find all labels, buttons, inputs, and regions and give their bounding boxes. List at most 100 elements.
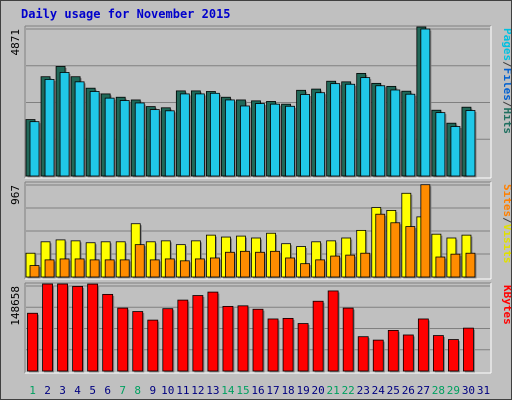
x-tick-label: 22 (342, 384, 355, 397)
bar-files-6 (104, 97, 115, 177)
bar-sites-3 (59, 258, 70, 278)
bar-sites-17 (270, 250, 280, 278)
bar-files-8 (134, 102, 145, 177)
bar-sites-11 (179, 260, 190, 278)
x-tick-label: 18 (281, 384, 294, 397)
bar-kbytes-11 (177, 299, 189, 372)
bar-sites-18 (285, 257, 295, 278)
x-tick-label: 19 (296, 384, 309, 397)
chart-title: Daily usage for November 2015 (21, 7, 231, 21)
bar-sites-27 (420, 184, 431, 278)
bar-kbytes-5 (87, 283, 99, 372)
x-tick-label: 1 (29, 384, 36, 397)
bar-files-18 (285, 105, 295, 177)
bar-files-26 (405, 93, 416, 177)
x-tick-label: 16 (251, 384, 264, 397)
x-tick-label: 30 (462, 384, 475, 397)
x-tick-label: 8 (134, 384, 141, 397)
x-tick-label: 23 (357, 384, 370, 397)
x-tick-label: 28 (432, 384, 445, 397)
bar-sites-23 (360, 252, 371, 278)
legend-entry: Sites (501, 184, 511, 217)
x-tick-label: 24 (372, 384, 386, 397)
bar-sites-24 (375, 213, 386, 278)
bar-kbytes-17 (267, 318, 279, 372)
legend: Pages/Files/Hits (501, 28, 511, 134)
panel-kbytes: 148658 KBytes (9, 282, 511, 374)
bar-kbytes-8 (132, 311, 144, 372)
panel-visits-sites: 967 Sites/Visits (9, 181, 511, 280)
bar-files-1 (29, 121, 40, 177)
bar-files-7 (119, 100, 130, 177)
bar-kbytes-7 (117, 307, 129, 372)
bar-sites-21 (330, 255, 341, 278)
bar-files-2 (44, 79, 55, 177)
bar-kbytes-25 (387, 330, 399, 372)
bar-sites-7 (119, 259, 130, 278)
bar-kbytes-19 (297, 323, 309, 372)
bar-sites-6 (104, 259, 115, 278)
legend: Sites/Visits (501, 184, 511, 264)
bar-sites-1 (29, 265, 40, 278)
bar-sites-4 (74, 258, 85, 278)
bar-files-5 (89, 91, 100, 177)
bar-kbytes-24 (372, 339, 384, 372)
bar-kbytes-16 (252, 308, 264, 372)
bar-files-24 (375, 85, 386, 177)
bar-kbytes-10 (162, 308, 174, 372)
bar-sites-15 (240, 250, 250, 278)
bar-files-3 (59, 72, 70, 177)
bar-kbytes-14 (222, 305, 234, 372)
x-tick-label: 6 (104, 384, 111, 397)
y-max-label: 967 (9, 185, 22, 205)
bar-sites-13 (210, 257, 220, 278)
bar-sites-2 (44, 259, 55, 278)
x-tick-label: 25 (387, 384, 400, 397)
bar-files-27 (420, 28, 431, 177)
x-axis: 1 2 3 4 5 6 7 8 9 10 11 12 13 14 15 16 17 18 19 20 21 22 23 24 2… (29, 384, 490, 397)
bar-kbytes-4 (72, 285, 84, 372)
bar-kbytes-21 (327, 290, 339, 372)
bar-files-17 (270, 103, 280, 177)
legend-entry: / (501, 101, 511, 108)
bar-sites-29 (450, 253, 461, 278)
bar-kbytes-20 (312, 300, 324, 372)
bar-kbytes-22 (342, 307, 354, 372)
bar-sites-20 (315, 259, 326, 278)
bar-files-25 (390, 89, 401, 177)
x-tick-label: 20 (312, 384, 325, 397)
x-tick-label: 7 (119, 384, 126, 397)
x-tick-label: 10 (161, 384, 174, 397)
bar-files-23 (360, 77, 371, 177)
bar-files-9 (149, 109, 160, 177)
bar-kbytes-15 (237, 305, 249, 372)
bar-files-16 (255, 103, 265, 177)
x-tick-label: 26 (402, 384, 415, 397)
bar-files-22 (345, 83, 356, 177)
bar-files-14 (225, 99, 235, 177)
x-tick-label: 13 (206, 384, 219, 397)
legend-entry: Files (501, 68, 511, 101)
bar-sites-22 (345, 254, 356, 278)
bar-kbytes-26 (402, 334, 414, 372)
y-max-label: 4871 (9, 29, 22, 56)
bar-files-11 (179, 93, 190, 177)
legend-entry: Visits (501, 224, 511, 264)
bar-sites-25 (390, 222, 401, 278)
x-tick-label: 11 (176, 384, 189, 397)
bar-files-30 (465, 110, 476, 177)
bar-kbytes-30 (463, 327, 474, 372)
bar-files-10 (164, 110, 175, 177)
bar-files-12 (194, 93, 205, 177)
bar-kbytes-3 (57, 283, 68, 372)
x-tick-label: 31 (477, 384, 490, 397)
bar-kbytes-13 (207, 291, 219, 372)
x-tick-label: 5 (89, 384, 96, 397)
legend-entry: / (501, 217, 511, 224)
bar-sites-12 (194, 258, 205, 278)
bar-sites-5 (89, 259, 100, 278)
bar-files-13 (210, 92, 220, 177)
legend-entry: Pages (501, 28, 511, 61)
